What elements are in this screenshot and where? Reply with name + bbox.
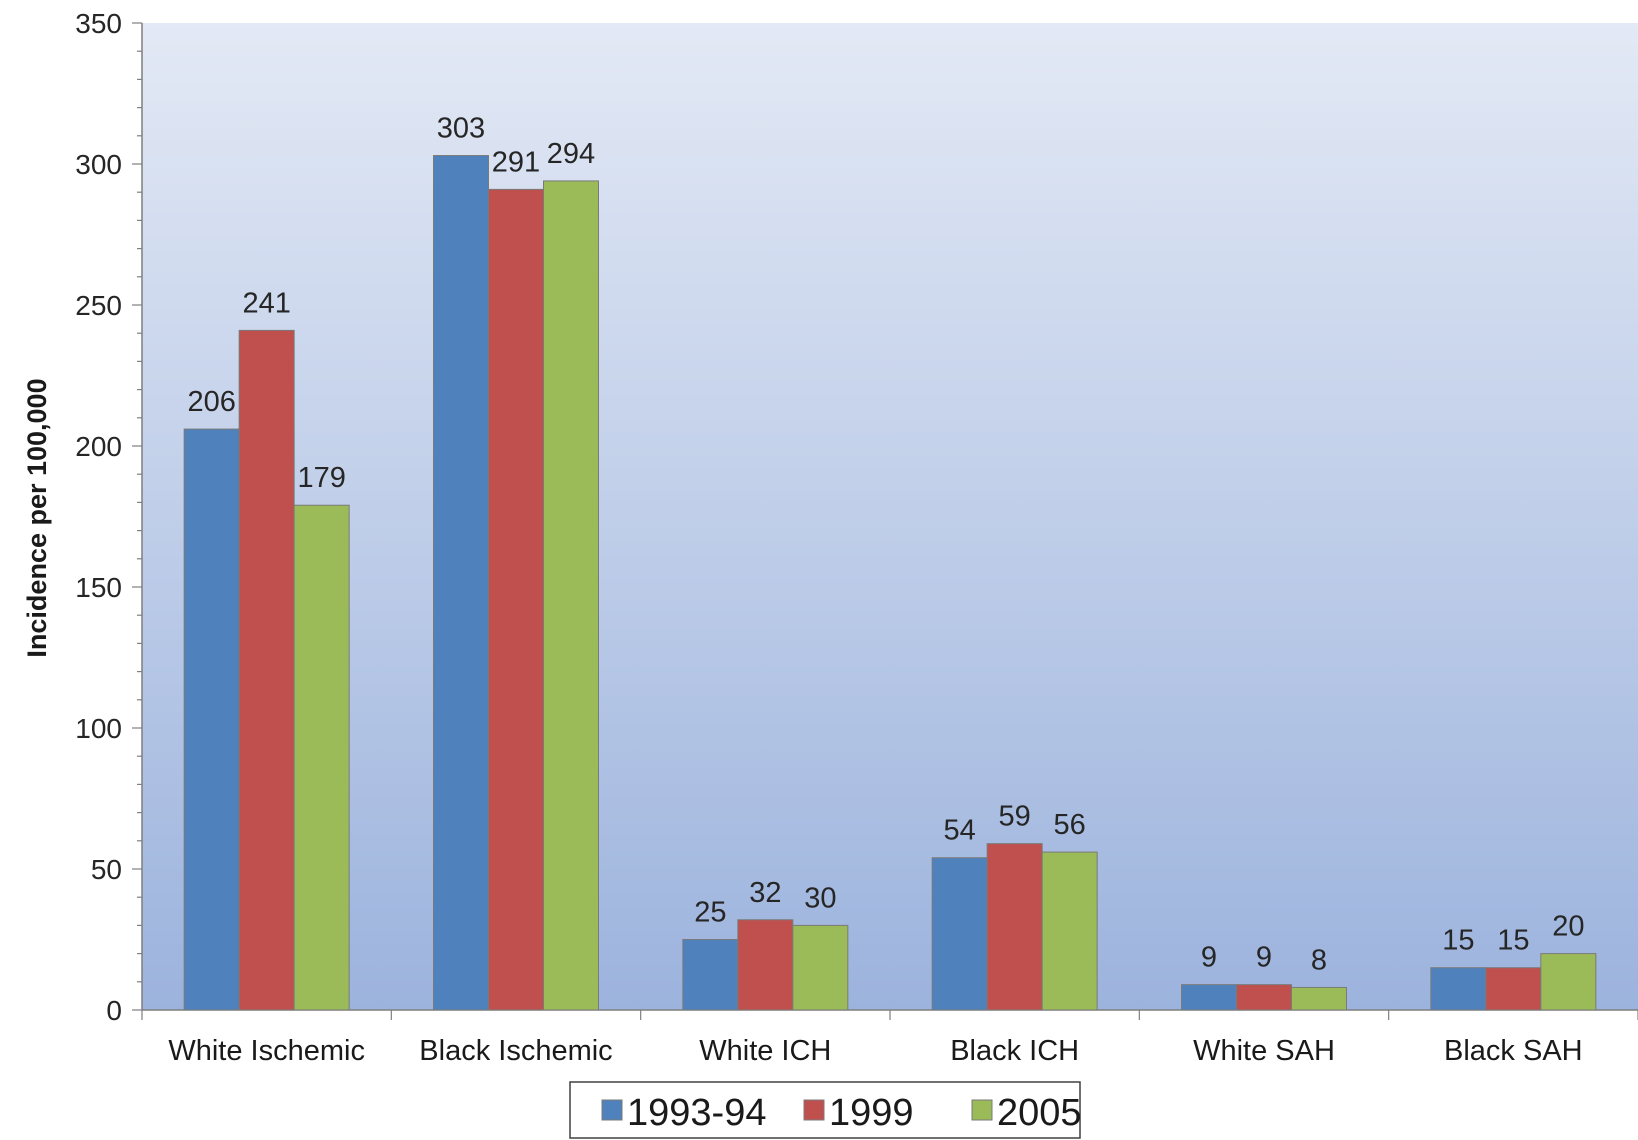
y-tick-label: 0 bbox=[106, 995, 122, 1026]
legend-box bbox=[569, 1081, 1081, 1139]
data-label: 25 bbox=[694, 897, 726, 929]
bar bbox=[1236, 984, 1292, 1011]
legend-swatch bbox=[601, 1099, 623, 1121]
bar bbox=[1291, 986, 1347, 1011]
bar bbox=[1430, 967, 1487, 1011]
plot-area bbox=[142, 23, 1638, 1010]
x-axis: White Ischemic Black Ischemic White ICH Bla… bbox=[141, 1009, 1638, 1067]
y-tick-label: 350 bbox=[75, 8, 122, 39]
data-label: 32 bbox=[749, 877, 781, 909]
data-label: 241 bbox=[242, 287, 290, 319]
legend-label: 2005 bbox=[997, 1092, 1082, 1134]
x-category-label: White ICH bbox=[699, 1035, 831, 1067]
data-label: 30 bbox=[804, 882, 836, 914]
data-label: 179 bbox=[297, 462, 345, 494]
x-category-label: Black Ischemic bbox=[419, 1035, 612, 1067]
y-axis: 0 50 100 150 200 250 300 350 bbox=[75, 8, 143, 1026]
data-label: 15 bbox=[1497, 925, 1529, 957]
legend-swatch bbox=[803, 1099, 825, 1121]
y-tick-label: 300 bbox=[75, 149, 122, 180]
bar bbox=[986, 843, 1043, 1011]
y-tick-label: 150 bbox=[75, 572, 122, 603]
legend-label: 1993-94 bbox=[627, 1092, 766, 1134]
data-label: 206 bbox=[187, 386, 235, 418]
bar bbox=[293, 504, 350, 1011]
data-label: 8 bbox=[1311, 944, 1327, 976]
bar bbox=[682, 939, 739, 1011]
legend: 1993-94 1999 2005 bbox=[569, 1081, 1082, 1139]
data-label: 294 bbox=[547, 138, 595, 170]
y-axis-title: Incidence per 100,000 bbox=[22, 378, 52, 657]
bar bbox=[1540, 953, 1597, 1011]
bar bbox=[238, 329, 295, 1011]
y-tick-label: 50 bbox=[91, 854, 122, 885]
data-label: 56 bbox=[1054, 809, 1086, 841]
x-category-label: Black ICH bbox=[950, 1035, 1079, 1067]
bar bbox=[488, 188, 544, 1011]
y-tick-label: 100 bbox=[75, 713, 122, 744]
y-tick-label: 250 bbox=[75, 290, 122, 321]
bar bbox=[1485, 967, 1542, 1011]
data-label: 291 bbox=[492, 146, 540, 178]
data-label: 20 bbox=[1552, 911, 1584, 943]
y-tick-label: 200 bbox=[75, 431, 122, 462]
bar bbox=[792, 924, 849, 1011]
legend-swatch bbox=[971, 1099, 993, 1121]
data-label: 303 bbox=[437, 113, 485, 145]
x-category-label: White SAH bbox=[1193, 1035, 1335, 1067]
x-category-label: Black SAH bbox=[1444, 1035, 1583, 1067]
bars bbox=[183, 155, 1597, 1011]
x-category-label: White Ischemic bbox=[168, 1035, 365, 1067]
data-label: 15 bbox=[1442, 925, 1474, 957]
bar bbox=[1181, 984, 1237, 1011]
bar bbox=[737, 919, 794, 1011]
bar bbox=[1041, 851, 1098, 1011]
bar bbox=[433, 155, 489, 1011]
bar bbox=[183, 428, 240, 1011]
data-label: 59 bbox=[999, 801, 1031, 833]
data-label: 9 bbox=[1201, 942, 1217, 974]
bar bbox=[931, 857, 988, 1011]
data-label: 9 bbox=[1256, 942, 1272, 974]
data-label: 54 bbox=[944, 815, 976, 847]
bar bbox=[543, 180, 599, 1011]
legend-label: 1999 bbox=[829, 1092, 914, 1134]
